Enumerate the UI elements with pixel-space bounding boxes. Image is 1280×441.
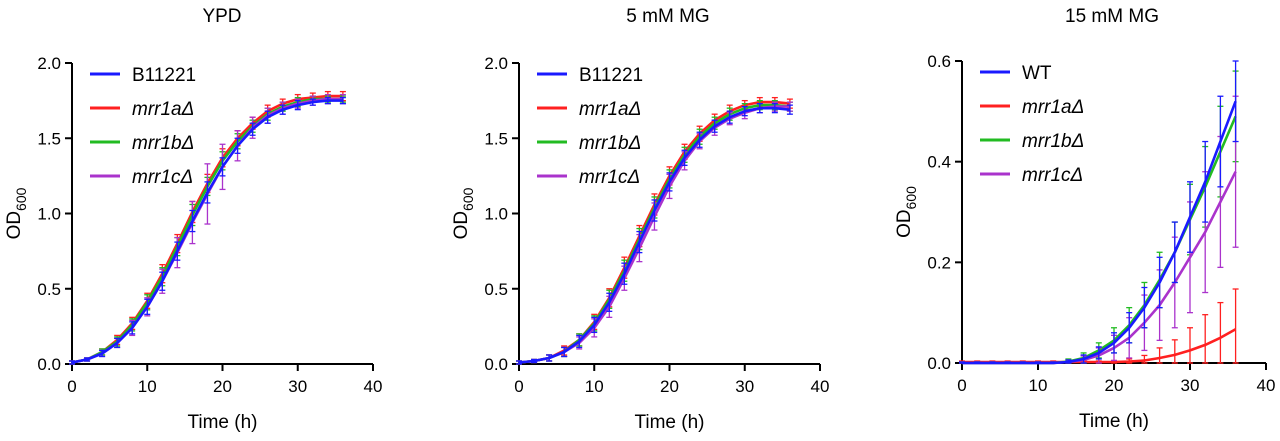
legend-label: mrr1aΔ bbox=[579, 99, 641, 120]
series-2 bbox=[516, 99, 793, 365]
x-tick-label: 30 bbox=[288, 377, 307, 396]
panel-5mm-mg: 5 mM MG 0 10 20 30 40 0.0 0.5 1.0 1.5 2.0 Time (h) O… bbox=[451, 6, 829, 433]
y-axis-label-main: OD bbox=[451, 211, 472, 240]
x-tick-label: 20 bbox=[660, 377, 679, 396]
series-line bbox=[518, 103, 791, 364]
legend: B11221 mrr1aΔ mrr1bΔ mrr1cΔ bbox=[537, 65, 643, 188]
y-tick-label: 0.0 bbox=[484, 355, 508, 374]
y-tick-label: 0.2 bbox=[927, 253, 951, 272]
x-tick-label: 30 bbox=[1181, 376, 1200, 395]
chart-title: 5 mM MG bbox=[626, 6, 709, 27]
x-tick-label: 40 bbox=[1257, 376, 1276, 395]
legend-label: mrr1bΔ bbox=[132, 133, 194, 154]
y-tick-label: 0.0 bbox=[927, 354, 951, 373]
x-tick-label: 40 bbox=[811, 377, 830, 396]
series-line bbox=[71, 97, 343, 364]
y-tick-label: 1.5 bbox=[37, 129, 61, 148]
x-axis-label: Time (h) bbox=[634, 412, 704, 433]
y-axis-label-subscript: 600 bbox=[460, 187, 476, 211]
y-axis-label-subscript: 600 bbox=[903, 186, 919, 210]
y-tick-label: 1.0 bbox=[37, 205, 61, 224]
x-tick-label: 10 bbox=[1029, 376, 1048, 395]
series-0 bbox=[959, 60, 1239, 365]
y-tick-label: 1.5 bbox=[484, 129, 508, 148]
series-0 bbox=[516, 102, 793, 365]
y-tick-label: 0.0 bbox=[37, 355, 61, 374]
series-line bbox=[962, 171, 1237, 365]
y-axis-label: OD600 bbox=[451, 187, 476, 239]
legend-label: mrr1cΔ bbox=[132, 167, 193, 188]
series-2 bbox=[959, 70, 1239, 365]
series-3 bbox=[959, 95, 1239, 365]
legend-label: mrr1cΔ bbox=[579, 167, 640, 188]
y-axis-label: OD600 bbox=[4, 187, 29, 239]
series-line bbox=[71, 97, 343, 364]
y-tick-label: 2.0 bbox=[37, 54, 61, 73]
y-tick-label: 0.6 bbox=[927, 52, 951, 71]
legend-label: mrr1cΔ bbox=[1022, 165, 1083, 186]
y-axis-label-main: OD bbox=[894, 209, 915, 238]
legend: B11221 mrr1aΔ mrr1bΔ mrr1cΔ bbox=[90, 65, 196, 188]
y-tick-label: 2.0 bbox=[484, 54, 508, 73]
series-1 bbox=[69, 90, 346, 365]
y-tick-label: 0.5 bbox=[484, 280, 508, 299]
legend-label: B11221 bbox=[579, 65, 643, 86]
y-axis-label-subscript: 600 bbox=[13, 187, 29, 211]
y-tick-label: 0.4 bbox=[927, 153, 951, 172]
series-line bbox=[71, 94, 343, 364]
series-1 bbox=[516, 96, 793, 365]
chart-title: YPD bbox=[202, 6, 241, 27]
series-line bbox=[518, 106, 791, 364]
y-axis-label-main: OD bbox=[4, 211, 25, 240]
x-tick-label: 0 bbox=[514, 377, 523, 396]
chart-title: 15 mM MG bbox=[1065, 6, 1159, 27]
y-tick-label: 1.0 bbox=[484, 205, 508, 224]
legend-label: mrr1aΔ bbox=[132, 99, 194, 120]
x-tick-label: 0 bbox=[957, 376, 966, 395]
x-tick-label: 30 bbox=[735, 377, 754, 396]
x-tick-label: 0 bbox=[67, 377, 76, 396]
x-tick-label: 10 bbox=[138, 377, 157, 396]
x-axis-label: Time (h) bbox=[1079, 411, 1149, 432]
legend-label: mrr1aΔ bbox=[1022, 97, 1084, 118]
panel-15mm-mg: 15 mM MG 0 10 20 30 40 0.0 0.2 0.4 0.6 Time (h) OD6… bbox=[894, 6, 1275, 432]
series-2 bbox=[69, 95, 346, 365]
x-tick-label: 40 bbox=[364, 377, 383, 396]
x-tick-label: 20 bbox=[1105, 376, 1124, 395]
series-0 bbox=[69, 96, 346, 365]
x-tick-label: 10 bbox=[585, 377, 604, 396]
y-axis-label: OD600 bbox=[894, 186, 919, 238]
panel-ypd: YPD 0 10 20 30 40 0.0 0.5 1.0 1.5 2.0 Time (h) OD600… bbox=[4, 6, 382, 433]
series-line bbox=[518, 105, 790, 364]
legend-label: mrr1bΔ bbox=[579, 133, 641, 154]
legend-label: mrr1bΔ bbox=[1022, 131, 1084, 152]
y-tick-label: 0.5 bbox=[37, 280, 61, 299]
series-line bbox=[962, 115, 1237, 365]
series-line bbox=[71, 99, 343, 364]
legend: WT mrr1aΔ mrr1bΔ mrr1cΔ bbox=[980, 63, 1084, 186]
series-line bbox=[962, 100, 1237, 365]
x-tick-label: 20 bbox=[213, 377, 232, 396]
x-axis-label: Time (h) bbox=[187, 412, 257, 433]
series-3 bbox=[69, 93, 346, 365]
legend-label: WT bbox=[1022, 63, 1052, 84]
legend-label: B11221 bbox=[132, 65, 196, 86]
